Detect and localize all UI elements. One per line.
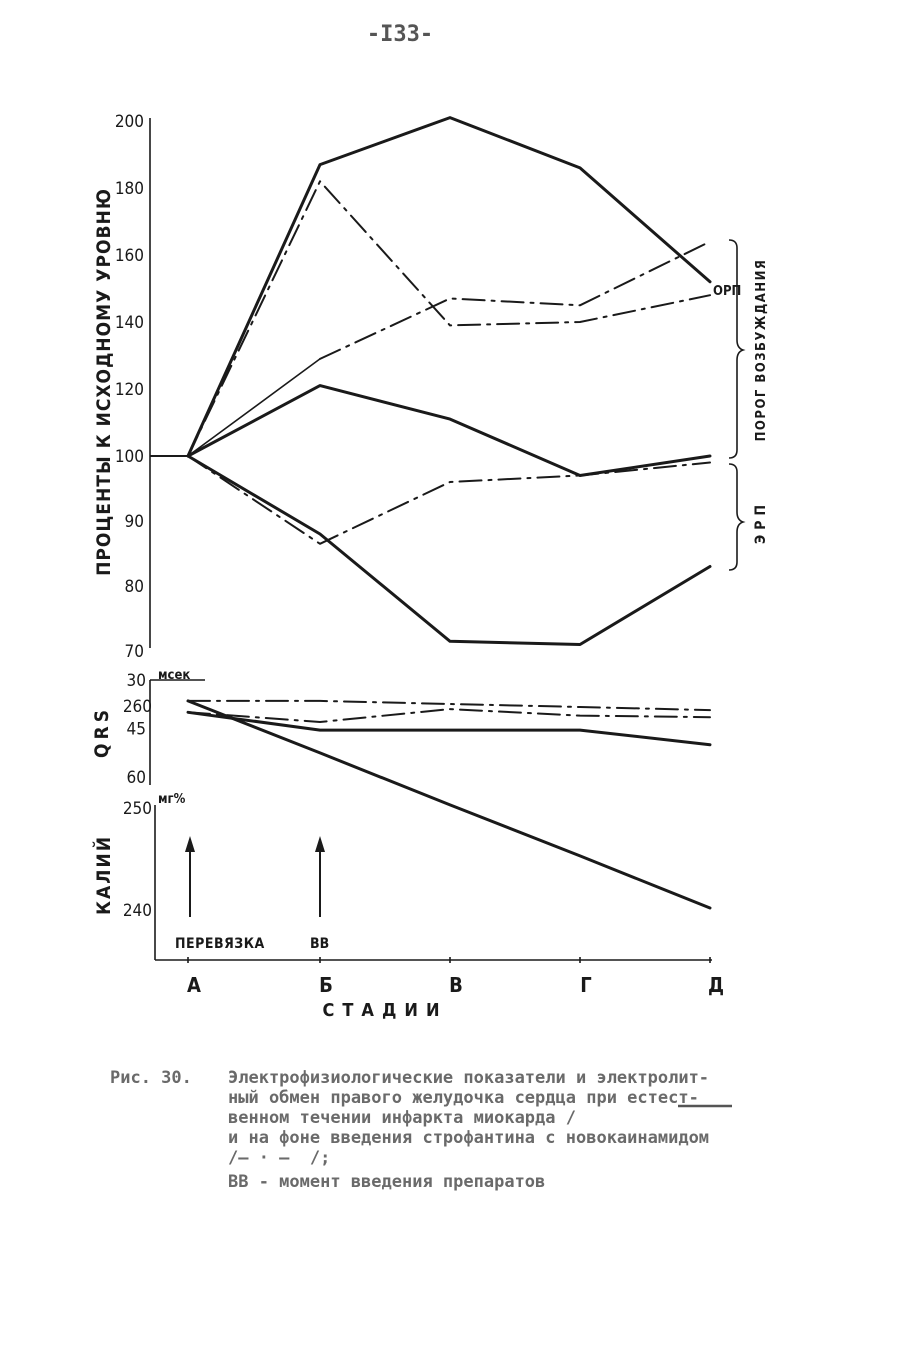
qrs-panel: 30 45 60 мсек QRS [91,668,712,788]
main-y-tick-label: 80 [125,577,144,597]
main-series-line-5 [186,384,712,477]
x-tick-label: Б [319,973,333,997]
main-y-tick-label: 180 [115,179,144,199]
qrs-y-axis-label: QRS [91,706,113,758]
main-series-line-3 [187,358,321,457]
potassium-y-tick-label: 250 [123,799,152,819]
qrs-series-line-1 [187,708,711,723]
main-series-line-2 [187,180,711,457]
injection-arrow-head [315,836,325,852]
threshold-label: ПОРОГ ВОЗБУЖДАНИЯ [754,259,769,442]
potassium-y-axis-label: КАЛИЙ [92,835,115,915]
threshold-bracket [728,239,746,459]
qrs-y-tick-label: 45 [127,720,146,740]
potassium-series-line-1 [187,699,711,712]
main-panel: 200 180 160 140 120 100 90 80 70 ПРОЦЕНТЫ К ИСХОД… [93,112,769,662]
caption-label: Рис. 30. [110,1068,192,1088]
orp-label: ОРП [713,284,741,299]
caption-line-5: /— · — /; [228,1148,331,1168]
qrs-unit-label: мсек [158,668,190,683]
x-tick-label: В [449,973,463,997]
main-series-line-7 [186,454,712,646]
potassium-series-line-2 [186,699,712,910]
caption-line-4: и на фоне введения строфантина с новокаи… [228,1128,710,1148]
erp-label: ЭРП [753,500,769,544]
potassium-y-tick-label: 240 [123,901,152,921]
x-axis-label: СТАДИИ [323,1000,448,1021]
main-y-tick-label: 100 [115,447,144,467]
main-y-axis-label: ПРОЦЕНТЫ К ИСХОДНОМУ УРОВНЮ [93,188,115,576]
main-y-tick-label: 200 [115,112,144,132]
main-series-line-1 [186,116,712,458]
potassium-y-tick-label: 260 [123,697,152,717]
caption-line-1: Электрофизиологические показатели и элек… [228,1068,710,1088]
main-series-line-4 [319,240,711,360]
potassium-panel: 260 250 240 мг% КАЛИЙ ПЕРЕВЯЗКА ВВ [92,697,712,960]
x-axis: А Б В Г Д СТАДИИ [155,957,724,1021]
potassium-unit-label: мг% [158,792,186,807]
ligation-label: ПЕРЕВЯЗКА [175,936,265,952]
main-y-tick-label: 70 [125,642,144,662]
main-y-tick-label: 160 [115,246,144,266]
main-y-tick-label: 90 [125,512,144,532]
main-y-tick-label: 120 [115,380,144,400]
erp-bracket [728,463,746,571]
caption-line-3: венном течении инфаркта миокарда / [228,1108,576,1128]
main-y-tick-label: 140 [115,313,144,333]
main-series-line-6 [187,455,711,545]
x-tick-label: Д [708,973,724,997]
x-tick-label: А [187,973,201,997]
page-number: -I33- [366,22,434,47]
ligation-arrow-head [185,836,195,852]
caption-line-6: ВВ - момент введения препаратов [228,1172,546,1192]
qrs-y-tick-label: 60 [127,768,146,788]
qrs-y-tick-label: 30 [127,671,146,691]
injection-label: ВВ [310,936,329,952]
x-tick-label: Г [580,973,591,997]
caption-line-2: ный обмен правого желудочка сердца при е… [228,1088,699,1108]
qrs-series-line-2 [186,710,712,747]
